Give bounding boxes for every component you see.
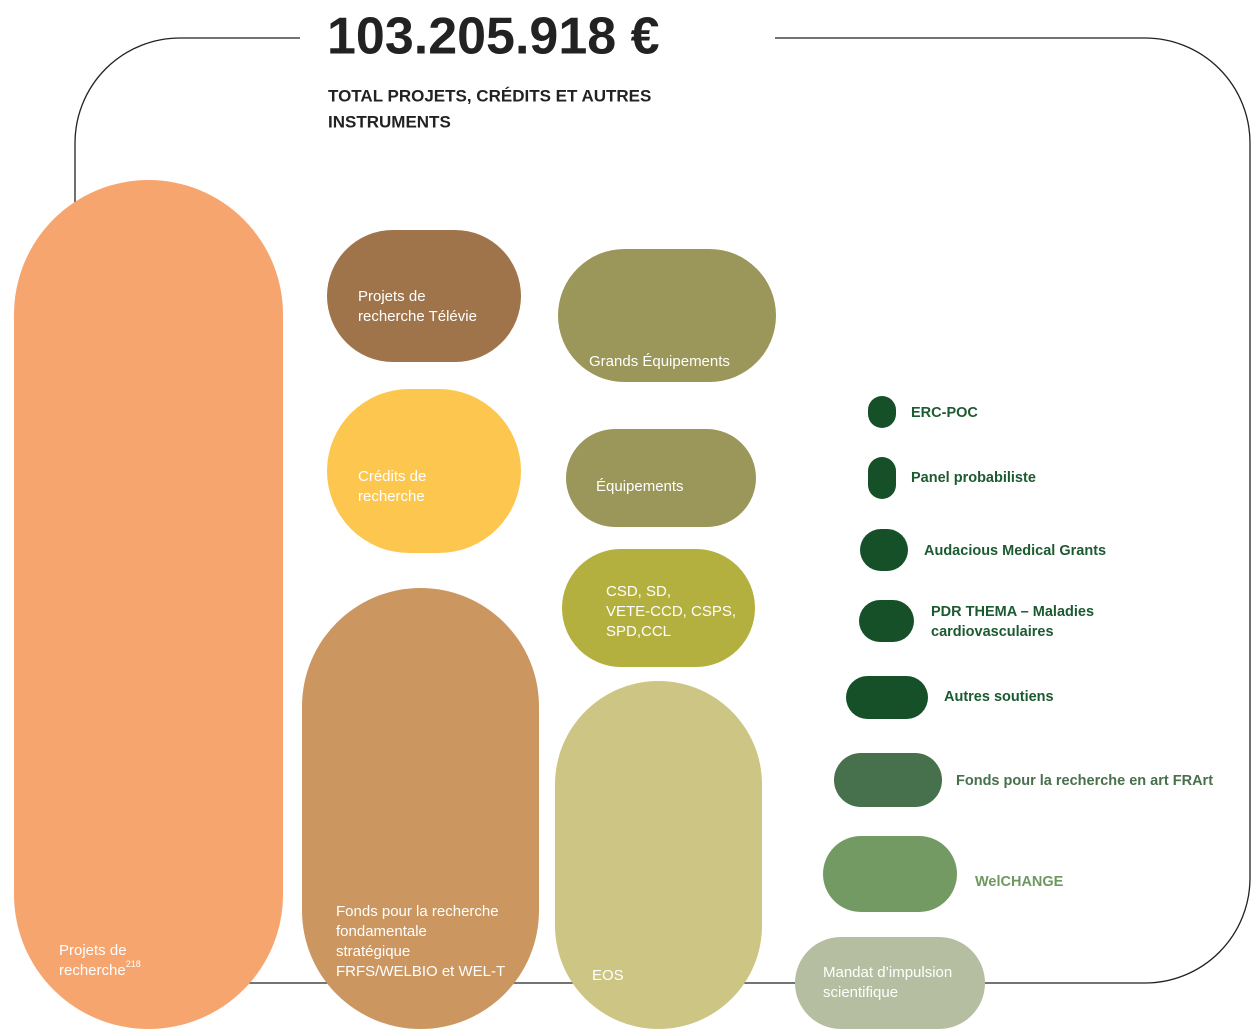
pill: [566, 429, 756, 527]
subtitle: TOTAL PROJETS, CRÉDITS ET AUTRES: [328, 86, 651, 105]
item-label: VETE-CCD, CSPS,: [606, 603, 736, 620]
item-label: Projets de: [358, 288, 426, 305]
item-label: CSD, SD,: [606, 583, 671, 600]
pill: [555, 681, 762, 1029]
frame-gap: [300, 20, 775, 60]
item-label: FRFS/WELBIO et WEL-T: [336, 963, 505, 980]
item-label: Équipements: [596, 478, 684, 495]
pill: [327, 230, 521, 362]
item-label: EOS: [592, 967, 624, 984]
item-label: ERC-POC: [911, 405, 978, 421]
item-label: Crédits de: [358, 468, 426, 485]
pill: [302, 588, 539, 1029]
subtitle: INSTRUMENTS: [328, 112, 451, 131]
item-label: Autres soutiens: [944, 689, 1054, 705]
item-label: recherche218: [59, 959, 141, 979]
pill: [860, 529, 908, 571]
pill: [859, 600, 914, 642]
pill: [868, 396, 896, 428]
pill: [823, 836, 957, 912]
item-label: stratégique: [336, 943, 410, 960]
item-label: Fonds pour la recherche: [336, 903, 499, 920]
pill: [795, 937, 985, 1029]
item-label: fondamentale: [336, 923, 427, 940]
pill: [834, 753, 942, 807]
pill: [558, 249, 776, 382]
pill: [868, 457, 896, 499]
pill: [327, 389, 521, 553]
item-label: cardiovasculaires: [931, 624, 1054, 640]
item-label: Projets de: [59, 942, 127, 959]
pill: [846, 676, 928, 719]
item-label: Panel probabiliste: [911, 470, 1036, 486]
item-label: recherche: [358, 488, 425, 505]
footnote-ref: 218: [126, 959, 141, 969]
item-label: scientifique: [823, 984, 898, 1001]
item-label: WelCHANGE: [975, 874, 1064, 890]
item-label: recherche Télévie: [358, 308, 477, 325]
item-label: Mandat d’impulsion: [823, 964, 952, 981]
item-label: PDR THEMA – Maladies: [931, 604, 1094, 620]
pill: [14, 180, 283, 1029]
item-label: Fonds pour la recherche en art FRArt: [956, 773, 1213, 789]
item-label: SPD,CCL: [606, 623, 671, 640]
item-label: Audacious Medical Grants: [924, 543, 1106, 559]
total: 103.205.918 €: [327, 8, 660, 66]
pill: [562, 549, 755, 667]
item-label: Grands Équipements: [589, 353, 730, 370]
